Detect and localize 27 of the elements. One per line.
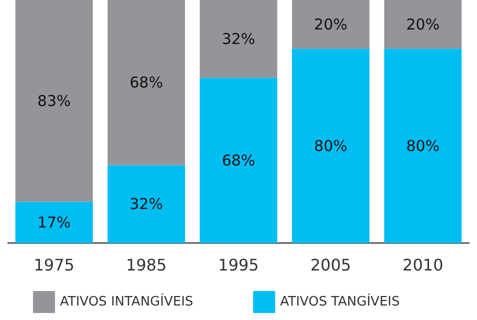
legend-label: ATIVOS TANGÍVEIS — [280, 292, 400, 310]
data-label: 80% — [314, 136, 348, 155]
x-tick-label: 1995 — [218, 256, 259, 274]
x-tick-label: 1975 — [34, 256, 74, 274]
bar — [292, 0, 370, 49]
data-label: 32% — [130, 195, 163, 214]
bar — [15, 0, 93, 202]
data-label: 32% — [222, 30, 256, 48]
bar — [200, 0, 278, 78]
data-label: 20% — [406, 15, 440, 34]
data-label: 83% — [37, 92, 71, 110]
bar — [15, 202, 93, 243]
bar — [384, 48, 462, 243]
bar — [200, 78, 278, 243]
bar — [108, 165, 186, 243]
legend-label: ATIVOS INTANGÍVEIS — [60, 292, 194, 310]
data-label: 68% — [222, 151, 256, 170]
data-label: 20% — [314, 15, 348, 34]
x-tick-label: 1985 — [126, 256, 167, 274]
data-label: 80% — [406, 136, 440, 155]
bar — [108, 0, 186, 166]
bar — [384, 0, 462, 49]
x-tick-label: 2005 — [310, 256, 352, 274]
data-label: 17% — [37, 213, 71, 232]
data-label: 68% — [130, 74, 163, 92]
bar — [292, 48, 370, 243]
x-tick-label: 2010 — [402, 256, 444, 274]
